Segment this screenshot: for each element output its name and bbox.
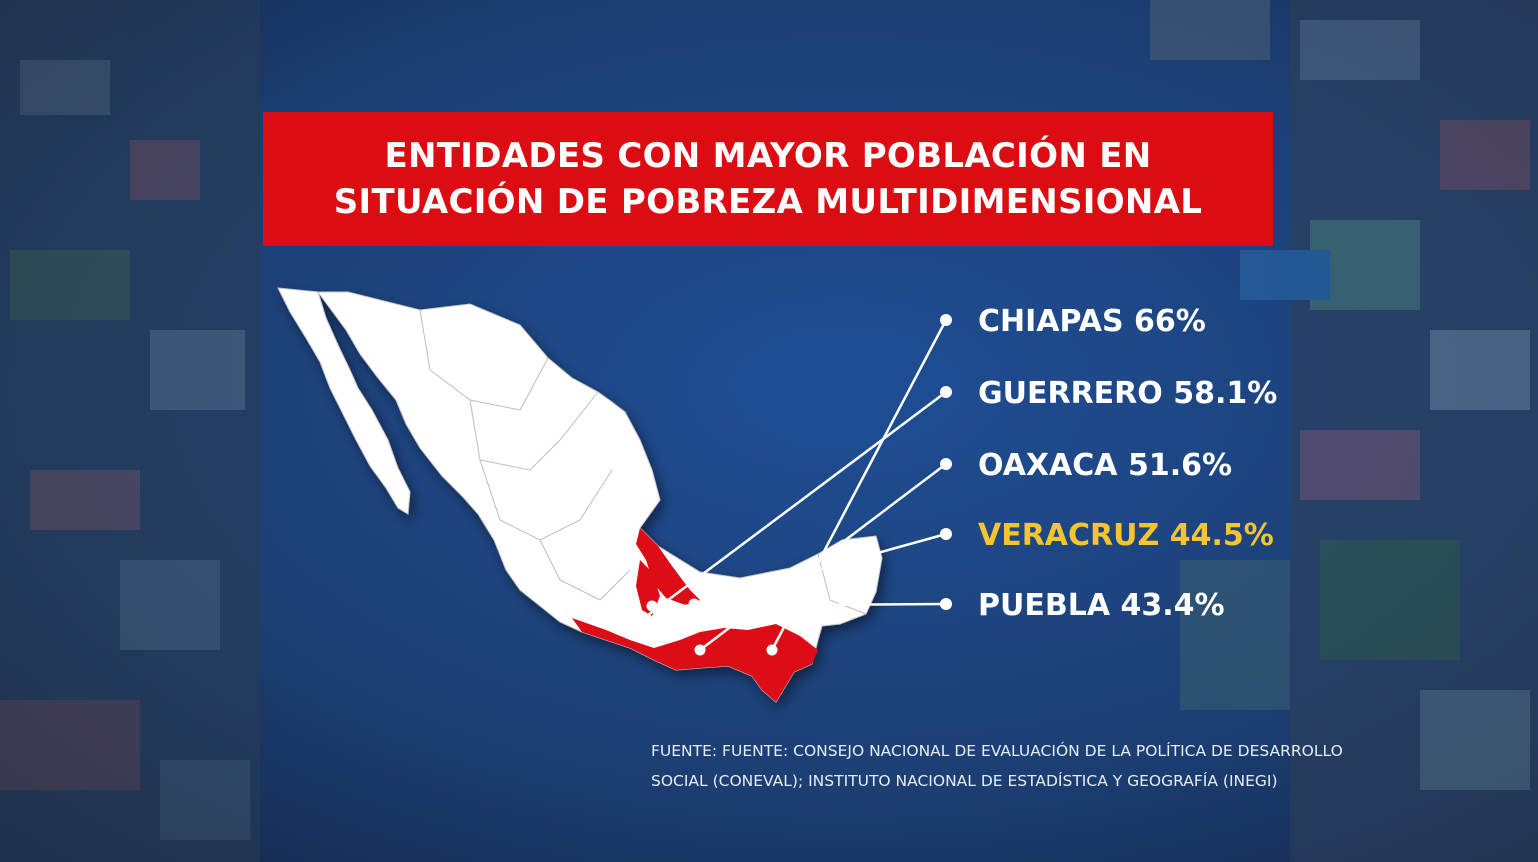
- label-veracruz: VERACRUZ 44.5%: [978, 518, 1274, 553]
- connector-chiapas: [770, 319, 948, 651]
- label-guerrero: GUERRERO 58.1%: [978, 376, 1278, 411]
- southern-states-region: [572, 618, 818, 702]
- source-note: FUENTE: FUENTE: CONSEJO NACIONAL DE EVAL…: [651, 736, 1471, 796]
- dot-veracruz-start: [688, 598, 700, 610]
- title-banner: ENTIDADES CON MAYOR POBLACIÓN EN SITUACI…: [263, 112, 1273, 246]
- dot-oaxaca-end: [940, 458, 952, 470]
- label-oaxaca: OAXACA 51.6%: [978, 448, 1233, 483]
- dot-veracruz-end: [940, 528, 952, 540]
- dot-puebla-start: [646, 600, 658, 612]
- title-line-2: SITUACIÓN DE POBREZA MULTIDIMENSIONAL: [333, 182, 1203, 222]
- label-chiapas: CHIAPAS 66%: [978, 304, 1206, 339]
- dot-chiapas-end: [940, 314, 952, 326]
- baja-california-shape: [277, 287, 411, 515]
- dot-oaxaca-start: [694, 644, 706, 656]
- source-line-2: SOCIAL (CONEVAL); INSTITUTO NACIONAL DE …: [651, 772, 1278, 790]
- dot-puebla-end: [940, 598, 952, 610]
- dot-guerrero-start: [622, 624, 634, 636]
- connector-veracruz: [693, 532, 947, 606]
- title-line-1: ENTIDADES CON MAYOR POBLACIÓN EN: [384, 136, 1152, 176]
- dot-guerrero-end: [940, 386, 952, 398]
- label-puebla: PUEBLA 43.4%: [978, 588, 1225, 623]
- veracruz-region: [636, 528, 700, 606]
- connector-lines: [627, 319, 948, 651]
- source-line-1: FUENTE: FUENTE: CONSEJO NACIONAL DE EVAL…: [651, 742, 1343, 760]
- connector-oaxaca: [699, 463, 947, 651]
- connector-guerrero: [627, 390, 947, 632]
- connector-dots: [622, 314, 952, 656]
- dot-chiapas-start: [766, 644, 778, 656]
- connector-puebla: [651, 602, 947, 608]
